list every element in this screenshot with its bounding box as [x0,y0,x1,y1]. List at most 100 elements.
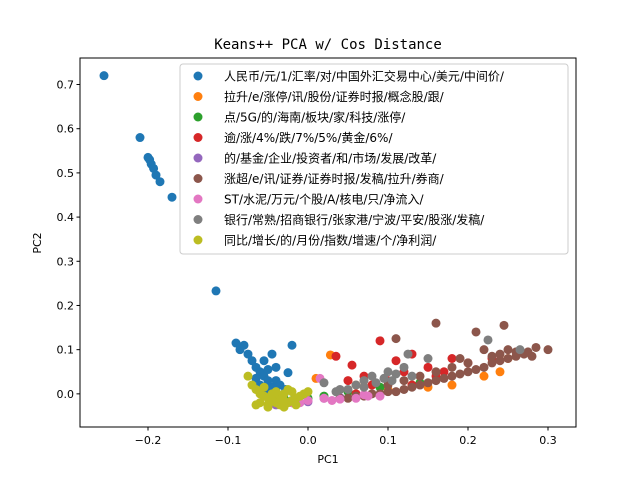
legend-label-3: 逾/涨/4%/跌/7%/5%/黄金/6%/ [224,130,393,145]
data-point-series-3-6 [423,362,433,372]
data-point-series-8-0 [243,371,253,381]
data-point-series-8-27 [251,400,261,410]
legend-label-1: 拉升/e/涨停/讯/股份/证券时报/概念股/跟/ [224,89,445,104]
data-point-series-7-14 [407,371,417,381]
data-point-series-5-11 [479,362,489,372]
data-point-series-7-8 [359,376,369,386]
data-point-series-0-12 [239,340,249,350]
data-point-series-7-17 [359,382,369,392]
data-point-series-5-18 [423,378,433,388]
data-point-series-7-1 [515,345,525,355]
data-point-series-5-37 [415,371,425,381]
data-point-series-8-15 [303,387,313,397]
legend-label-0: 人民币/元/1/汇率/对/中国外汇交易中心/美元/中间价/ [224,69,505,84]
data-point-series-5-28 [343,393,353,403]
data-point-series-0-24 [287,340,297,350]
data-point-series-8-24 [283,384,293,394]
data-point-series-6-10 [375,391,385,401]
data-point-series-0-10 [231,338,241,348]
data-point-series-0-8 [167,192,177,202]
legend-marker-5 [193,174,203,183]
data-point-series-0-18 [263,365,273,375]
data-point-series-0-6 [151,170,161,180]
data-point-series-0-28 [271,362,281,372]
data-point-series-0-1 [135,133,145,143]
data-point-series-5-15 [447,371,457,381]
data-point-series-3-5 [343,376,353,386]
legend-label-5: 涨超/e/讯/证券/证券时报/发稿/拉升/券商/ [224,171,445,186]
data-point-series-5-30 [479,345,489,355]
data-point-series-0-0 [99,71,109,81]
data-point-series-5-5 [531,342,541,352]
data-point-series-7-0 [483,335,493,345]
data-point-series-3-3 [391,356,401,366]
y-tick-label: 0.2 [57,299,75,312]
data-point-series-7-6 [399,362,409,372]
legend-label-4: 的/基金/企业/投资者/和/市场/发展/改革/ [224,151,437,166]
data-point-series-5-1 [431,318,441,328]
data-point-series-7-3 [423,354,433,363]
data-point-series-3-8 [439,367,449,377]
data-point-series-7-9 [343,384,353,394]
y-axis-label: PC2 [31,232,44,253]
data-point-series-3-1 [375,336,385,346]
data-point-series-0-32 [263,376,273,386]
legend-marker-6 [193,194,203,204]
data-point-series-7-18 [387,376,397,386]
legend-marker-2 [193,112,203,122]
data-points-layer [99,71,553,412]
data-point-series-5-16 [439,373,449,383]
data-point-series-1-6 [495,367,505,377]
y-tick-label: 0.7 [57,79,75,92]
legend-label-8: 同比/增长/的/月份/指数/增速/个/净利润/ [224,233,437,248]
data-point-series-7-12 [319,378,329,388]
y-axis-ticks: 0.0 0.1 0.2 0.3 0.4 0.5 0.6 0.7 [57,79,80,401]
legend-marker-4 [193,153,203,163]
x-tick-label: 0.0 [299,434,317,447]
data-point-series-8-25 [291,400,301,410]
data-point-series-5-10 [487,358,497,368]
data-point-series-5-22 [391,387,401,397]
data-point-series-5-19 [415,380,425,390]
data-point-series-5-17 [431,376,441,386]
x-tick-label: 0.1 [379,434,397,447]
data-point-series-0-7 [155,177,165,187]
data-point-series-5-3 [499,320,509,330]
y-tick-label: 0.4 [57,211,75,224]
data-point-series-8-28 [271,387,281,397]
data-point-series-7-7 [379,373,389,383]
data-point-series-5-31 [495,349,505,359]
data-point-series-3-17 [347,360,357,370]
data-point-series-5-12 [471,365,481,375]
chart-title: Keans++ PCA w/ Cos Distance [214,37,442,53]
x-tick-label: −0.2 [135,434,162,447]
data-point-series-5-8 [503,354,513,363]
data-point-series-3-0 [331,351,341,361]
data-point-series-5-36 [431,367,441,377]
data-point-series-0-9 [211,286,221,296]
x-tick-label: −0.1 [215,434,242,447]
y-tick-label: 0.0 [57,388,75,401]
data-point-series-6-3 [335,394,345,404]
data-point-series-3-16 [447,354,457,363]
data-point-series-0-23 [283,368,293,378]
data-point-series-5-38 [399,376,409,386]
data-point-series-6-9 [351,393,361,403]
data-point-series-5-4 [543,345,553,355]
plot-frame [79,57,577,428]
y-tick-label: 0.1 [57,344,75,357]
x-tick-label: 0.2 [459,434,477,447]
data-point-series-0-13 [243,349,253,359]
y-tick-label: 0.3 [57,255,75,268]
data-point-series-5-34 [463,358,473,368]
legend-marker-0 [193,71,203,81]
legend-label-6: ST/水泥/万元/个股/A/核电/只/净流入/ [224,193,424,207]
data-point-series-0-14 [247,356,257,366]
legend-marker-3 [193,133,203,142]
data-point-series-5-14 [455,369,465,379]
data-point-series-8-22 [259,382,269,392]
y-tick-label: 0.5 [57,167,75,180]
data-point-series-7-16 [331,387,341,397]
data-point-series-5-13 [463,367,473,377]
